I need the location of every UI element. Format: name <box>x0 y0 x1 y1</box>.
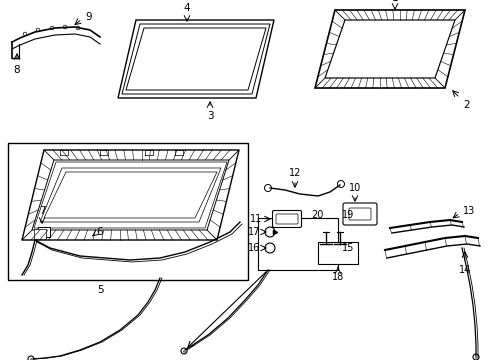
Text: 20: 20 <box>311 210 324 220</box>
Text: 17: 17 <box>247 227 260 237</box>
Bar <box>8 143 247 280</box>
Text: 8: 8 <box>14 65 20 75</box>
Bar <box>258 218 337 270</box>
Text: 7: 7 <box>39 206 45 216</box>
Text: 4: 4 <box>183 3 190 13</box>
Text: 6: 6 <box>97 227 103 237</box>
Polygon shape <box>38 227 50 237</box>
Polygon shape <box>122 24 269 94</box>
Text: 1: 1 <box>391 0 398 3</box>
Text: 15: 15 <box>341 243 354 253</box>
FancyBboxPatch shape <box>272 211 301 228</box>
Text: 2: 2 <box>462 100 468 110</box>
Polygon shape <box>34 229 46 239</box>
Text: 10: 10 <box>348 183 360 193</box>
Polygon shape <box>22 150 239 240</box>
Text: 11: 11 <box>249 214 262 224</box>
Text: 16: 16 <box>247 243 260 253</box>
Text: 13: 13 <box>462 206 474 216</box>
Text: 9: 9 <box>85 12 91 22</box>
Text: 14: 14 <box>458 265 470 275</box>
FancyBboxPatch shape <box>275 214 297 224</box>
FancyBboxPatch shape <box>342 203 376 225</box>
FancyBboxPatch shape <box>348 208 370 220</box>
Text: 18: 18 <box>331 272 344 282</box>
Polygon shape <box>32 160 228 230</box>
Text: 19: 19 <box>341 210 353 220</box>
Bar <box>317 242 357 264</box>
Polygon shape <box>325 20 454 78</box>
Text: 12: 12 <box>288 168 301 178</box>
Polygon shape <box>126 28 265 90</box>
Polygon shape <box>314 10 464 88</box>
Text: 5: 5 <box>97 285 103 295</box>
Text: 3: 3 <box>206 111 213 121</box>
Polygon shape <box>118 20 273 98</box>
